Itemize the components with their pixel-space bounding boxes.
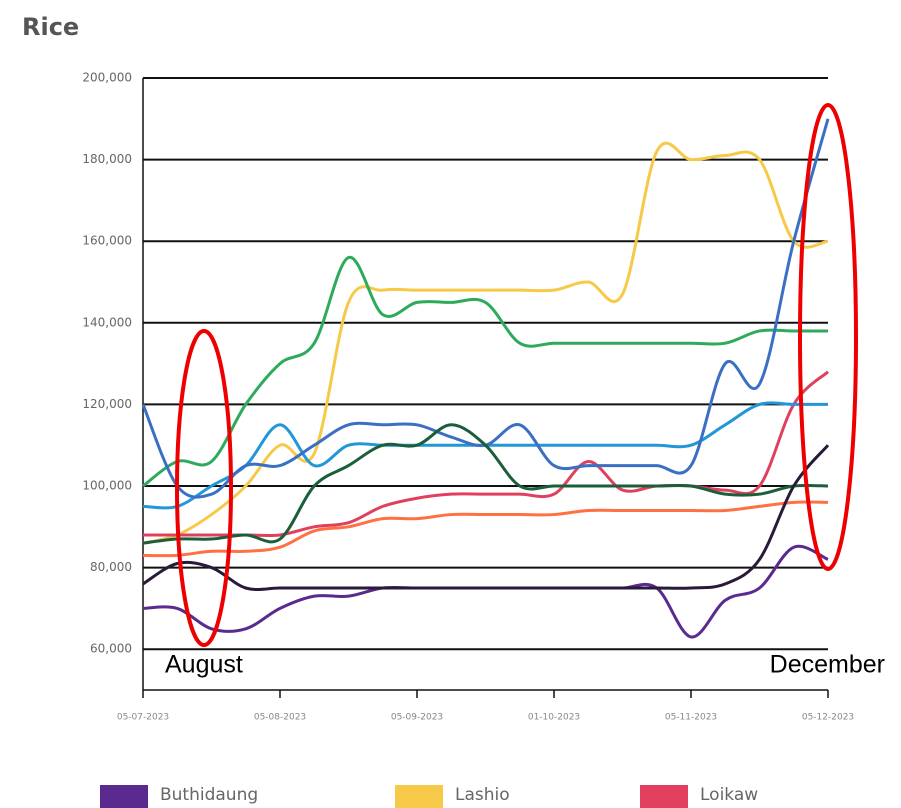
legend-label: Loikaw xyxy=(700,785,758,805)
x-tick-label: 05-11-2023 xyxy=(665,713,717,723)
x-tick-label: 05-08-2023 xyxy=(254,713,306,723)
legend-swatch xyxy=(640,785,688,808)
y-tick-label: 60,000 xyxy=(90,642,132,656)
highlight xyxy=(798,103,858,571)
y-tick-label: 80,000 xyxy=(90,560,132,574)
annotation-bg xyxy=(526,652,896,682)
x-tick-label: 05-09-2023 xyxy=(391,713,443,723)
legend-label: Buthidaung xyxy=(160,785,258,805)
y-tick-label: 180,000 xyxy=(82,152,132,166)
y-tick-label: 140,000 xyxy=(82,315,132,329)
chart-title: Rice xyxy=(22,13,79,41)
x-tick-label: 01-10-2023 xyxy=(528,713,580,723)
series-line xyxy=(142,141,829,545)
series-line xyxy=(141,118,830,499)
x-tick-label: 05-12-2023 xyxy=(802,713,854,723)
series-line xyxy=(142,500,829,558)
series-line xyxy=(142,401,828,510)
y-tick-label: 100,000 xyxy=(82,479,132,493)
series-line xyxy=(143,370,830,538)
y-tick-label: 120,000 xyxy=(82,397,132,411)
annotation-bg xyxy=(146,652,520,682)
series-line xyxy=(142,544,829,639)
y-tick-label: 200,000 xyxy=(82,71,132,85)
annotation: August xyxy=(165,651,243,679)
series-line xyxy=(142,444,830,591)
annotation: December xyxy=(770,651,885,679)
x-tick-label: 05-07-2023 xyxy=(117,713,169,723)
y-tick-label: 160,000 xyxy=(82,234,132,248)
legend-label: Lashio xyxy=(455,785,510,805)
legend-swatch xyxy=(395,785,443,808)
highlight xyxy=(175,329,233,647)
series-line xyxy=(142,423,829,545)
legend-swatch xyxy=(100,785,148,808)
series-line xyxy=(142,256,828,488)
